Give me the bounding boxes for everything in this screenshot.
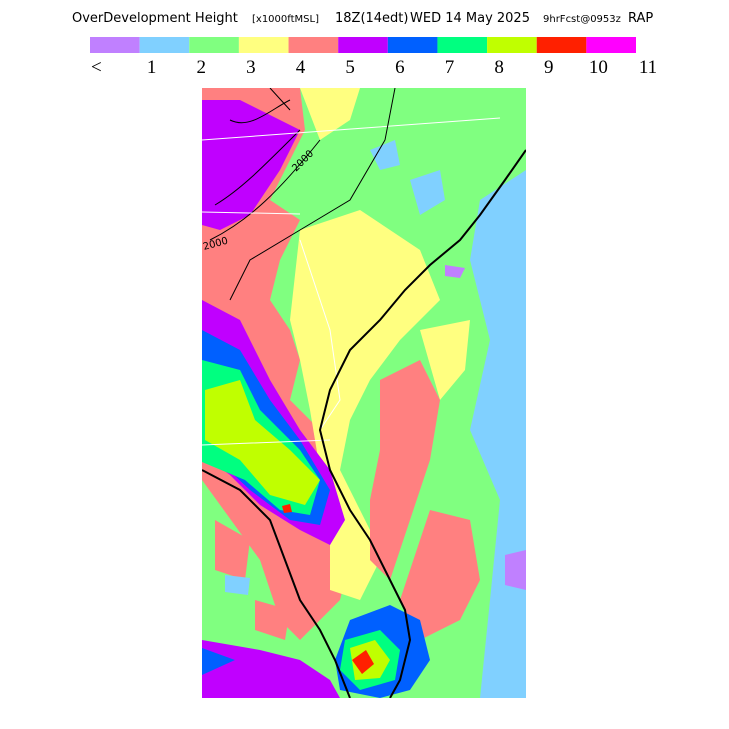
colorbar-label: 4 (296, 57, 306, 78)
map-region (352, 650, 374, 674)
map-region (225, 575, 250, 595)
colorbar-label: 11 (639, 57, 657, 78)
colorbar-label: 7 (445, 57, 455, 78)
colorbar-swatch (90, 37, 140, 53)
colorbar-label: 2 (197, 57, 207, 78)
colorbar-swatch (586, 37, 636, 53)
title: OverDevelopment Height (72, 11, 238, 26)
colorbar-swatch (238, 37, 289, 53)
map-region (215, 520, 290, 640)
colorbar-label: 5 (345, 57, 355, 78)
units: [x1000ftMSL] (252, 14, 319, 25)
state-border (202, 117, 501, 446)
map-region (370, 360, 480, 640)
map-region (300, 88, 470, 400)
forecast: 9hrFcst@0953z (543, 14, 621, 25)
date: WED 14 May 2025 (410, 11, 530, 26)
colorbar-label: 6 (395, 57, 405, 78)
colorbar-label: 9 (544, 57, 554, 78)
colorbar-swatch (139, 37, 190, 53)
valid-time: 18Z(14edt) (335, 11, 408, 26)
colorbar-swatch (338, 37, 388, 53)
colorbar-label: 8 (494, 57, 504, 78)
colorbar-swatch (387, 37, 438, 53)
contour (209, 99, 321, 241)
colorbar-swatch (487, 37, 537, 53)
colorbar-swatch (536, 37, 587, 53)
coastline (202, 469, 351, 698)
map-region (202, 640, 340, 698)
colorbar-label: 10 (589, 57, 608, 78)
map: 2000 2000 (202, 88, 526, 698)
boundary (229, 88, 396, 301)
colorbar-label: 1 (147, 57, 157, 78)
coastline (318, 149, 526, 698)
map-region (282, 504, 292, 513)
colorbar-swatch (288, 37, 339, 53)
colorbar-label: 3 (246, 57, 256, 78)
model: RAP (628, 11, 653, 26)
map-region (202, 648, 235, 675)
colorbar-swatch (437, 37, 488, 53)
map-region (445, 265, 526, 590)
colorbar: <1 2 3 4 5 6 7 8 9 10 11 (90, 37, 657, 78)
colorbar-swatch (189, 37, 239, 53)
colorbar-label: < (91, 57, 102, 78)
map-region (370, 140, 445, 215)
